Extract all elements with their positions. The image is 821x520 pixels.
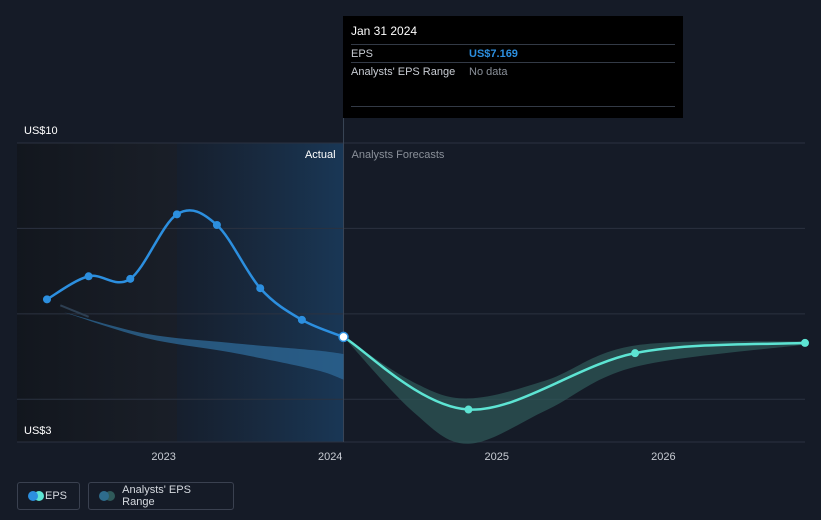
eps-forecast-point	[801, 338, 809, 347]
legend-range-swatch	[99, 491, 115, 501]
y-label-bottom: US$3	[24, 425, 52, 437]
eps-forecast-point	[631, 349, 640, 358]
legend-range-label: Analysts' EPS Range	[122, 484, 191, 508]
legend-eps-button[interactable]: EPS	[17, 482, 80, 510]
x-tick-label: 2024	[318, 451, 342, 463]
tooltip-divider	[351, 106, 675, 107]
legend-eps-swatch	[28, 491, 44, 501]
eps-actual-point	[42, 295, 51, 304]
eps-range-band-actual	[63, 312, 344, 380]
eps-forecast-line	[342, 335, 806, 411]
tooltip-eps-value: US$7.169	[469, 47, 518, 60]
eps-actual-point	[84, 272, 93, 281]
x-tick-label: 2023	[151, 451, 175, 463]
eps-actual-point	[126, 274, 135, 283]
tooltip-eps-label: EPS	[351, 47, 374, 60]
range-lead-line	[59, 304, 90, 318]
section-label-forecast: Analysts Forecasts	[352, 149, 445, 161]
legend-eps-label: EPS	[44, 490, 67, 502]
eps-actual-line	[46, 209, 345, 339]
x-tick-label: 2025	[485, 451, 509, 463]
eps-actual-point	[172, 210, 181, 219]
y-label-top: US$10	[24, 125, 58, 137]
eps-forecast-point	[464, 405, 473, 414]
tooltip-range-label: Analysts' EPS Range	[351, 65, 456, 78]
eps-range-band-forecast	[343, 336, 805, 444]
past-shade	[17, 143, 177, 442]
eps-actual-point	[212, 221, 221, 230]
tooltip-range-value: No data	[469, 65, 508, 78]
eps-actual-point	[256, 284, 265, 293]
eps-actual-point	[297, 315, 306, 324]
eps-highlight-point	[338, 331, 349, 343]
tooltip-date: Jan 31 2024	[351, 24, 418, 38]
actual-period-shade	[176, 143, 344, 442]
x-tick-label: 2026	[651, 451, 675, 463]
tooltip-row-range: Analysts' EPS Range No data	[351, 62, 675, 80]
legend-range-button[interactable]: Analysts' EPS Range	[88, 482, 234, 510]
hover-tooltip: Jan 31 2024 EPS US$7.169 Analysts' EPS R…	[343, 16, 683, 118]
tooltip-row-eps: EPS US$7.169	[351, 44, 675, 62]
section-label-actual: Actual	[305, 149, 336, 161]
